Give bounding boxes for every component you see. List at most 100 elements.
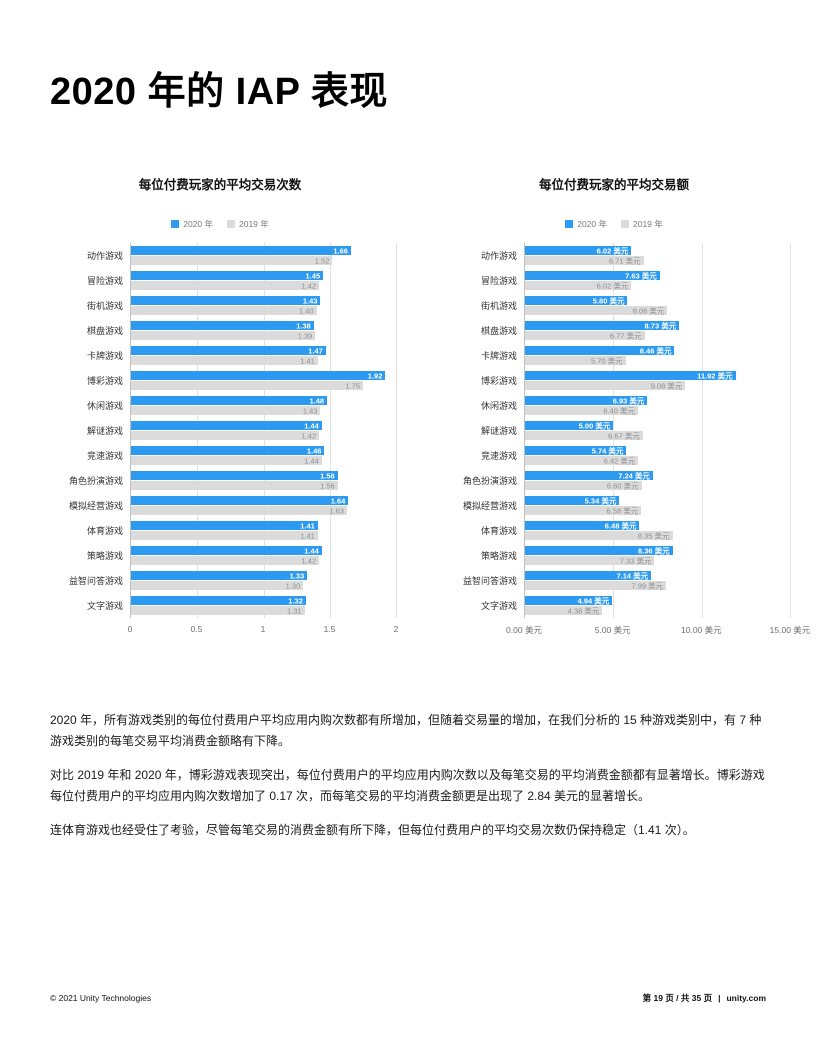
charts-section: 每位付费玩家的平均交易次数 2020 年 2019 年 动作游戏 冒险游戏 街机游戏棋… <box>44 174 810 640</box>
bar-2020: 5.34 美元 <box>525 495 620 505</box>
legend-label: 2020 年 <box>577 219 607 229</box>
bar-value-label: 1.44 <box>304 545 319 555</box>
category-label: 模拟经营游戏 <box>68 501 123 511</box>
bar-value-label: 1.48 <box>309 395 325 405</box>
bar-2020: 1.41 <box>131 521 318 530</box>
bar-value-label: 1.42 <box>301 280 317 290</box>
bar-value-label: 8.46 美元 <box>639 345 672 355</box>
bar-2020: 6.93 美元 <box>525 396 648 405</box>
category-label: 解谜游戏 <box>86 426 123 436</box>
bar-value-label: 1.39 <box>297 330 313 340</box>
bar-value-label: 1.46 <box>306 445 322 455</box>
category-label: 策略游戏 <box>86 551 123 561</box>
bar-2019: 6.77 美元 <box>525 331 645 340</box>
bar-2019: 8.06 美元 <box>525 306 668 315</box>
axis-tick-label: 10.00 美元 <box>681 625 722 635</box>
bar-2020: 4.94 美元 <box>525 596 613 605</box>
bar-group: 8.73 美元 6.77 美元 <box>525 318 790 343</box>
bar-value-label: 1.33 <box>289 570 305 580</box>
bar-2020: 1.44 <box>131 421 322 430</box>
bar-group: 5.00 美元 6.67 美元 <box>525 418 790 443</box>
legend-item: 2019 年 <box>621 218 663 230</box>
legend-label: 2019 年 <box>239 219 269 229</box>
legend-swatch <box>171 220 180 228</box>
bar-2019: 1.41 <box>131 356 318 365</box>
bar-2020: 7.24 美元 <box>525 471 653 480</box>
bar-group: 8.46 美元 5.70 美元 <box>525 343 790 368</box>
bar-2019: 1.44 <box>131 456 322 465</box>
bar-2019: 1.31 <box>131 606 305 615</box>
chart-plot: 动作游戏 冒险游戏 街机游戏 棋盘游戏 卡牌游戏 博彩游戏 休闲游戏 解谜游戏 竞速游戏 角色扮演… <box>438 243 791 618</box>
category-label: 竞速游戏 <box>86 451 123 461</box>
bar-value-label: 4.38 美元 <box>567 605 600 615</box>
bar-group: 8.36 美元 7.33 美元 <box>525 543 790 568</box>
axis-tick-label: 0 <box>127 624 133 634</box>
legend-item: 2020 年 <box>565 218 607 230</box>
bar-2019: 1.56 <box>131 481 338 490</box>
category-axis: 动作游戏 冒险游戏 街机游戏 棋盘游戏 卡牌游戏 博彩游戏 休闲游戏 解谜游戏 竞速游戏 角色扮演… <box>438 243 524 618</box>
bar-2020: 8.73 美元 <box>525 321 680 330</box>
bar-group: 1.44 1.42 <box>131 543 396 568</box>
bar-group: 5.34 美元 6.58 美元 <box>525 493 790 518</box>
bar-value-label: 1.42 <box>301 555 317 565</box>
bar-value-label: 1.41 <box>300 355 315 365</box>
legend-swatch <box>621 220 629 228</box>
bar-group: 1.43 1.40 <box>131 293 396 318</box>
bar-2020: 1.66 <box>131 246 351 255</box>
bar-value-label: 1.31 <box>286 605 302 615</box>
category-label: 解谜游戏 <box>480 426 517 436</box>
category-label: 街机游戏 <box>86 301 123 311</box>
category-axis: 动作游戏 冒险游戏 街机游戏 棋盘游戏 卡牌游戏 博彩游戏 休闲游戏 解谜游戏 竞速游戏 角色扮演… <box>44 243 130 618</box>
bar-2019: 7.99 美元 <box>525 581 667 590</box>
bar-2020: 5.80 美元 <box>525 296 628 305</box>
bar-value-label: 8.35 美元 <box>637 530 670 540</box>
footer-separator: | <box>718 993 721 1003</box>
bar-2019: 6.58 美元 <box>525 506 642 515</box>
category-label: 文字游戏 <box>480 601 517 611</box>
category-label: 棋盘游戏 <box>480 326 517 336</box>
bar-value-label: 1.40 <box>298 305 314 315</box>
bar-group: 1.46 1.44 <box>131 443 396 468</box>
bar-group: 6.93 美元 6.40 美元 <box>525 393 790 418</box>
bar-2020: 7.63 美元 <box>525 271 660 280</box>
bar-value-label: 6.77 美元 <box>609 330 642 340</box>
category-label: 卡牌游戏 <box>480 351 517 361</box>
bar-group: 11.92 美元 9.08 美元 <box>525 368 790 393</box>
paragraph: 连体育游戏也经受住了考验，尽管每笔交易的消费金额有所下降，但每位付费用户的平均交… <box>50 823 695 837</box>
category-label: 冒险游戏 <box>86 276 123 286</box>
bar-2020: 1.33 <box>131 570 308 580</box>
category-label: 动作游戏 <box>86 251 123 261</box>
bar-value-label: 1.41 <box>300 530 315 540</box>
bar-value-label: 6.60 美元 <box>606 480 639 490</box>
page-info: 第 19 页 / 共 35 页 | unity.com <box>643 992 766 1004</box>
paragraph: 对比 2019 年和 2020 年，博彩游戏表现突出，每位付费用户的平均应用内购… <box>50 768 765 803</box>
bar-2020: 1.56 <box>131 471 338 480</box>
bar-group: 1.45 1.42 <box>131 268 396 293</box>
category-label: 冒险游戏 <box>480 276 517 286</box>
bar-value-label: 1.41 <box>300 520 315 530</box>
bar-value-label: 5.34 美元 <box>584 495 617 505</box>
bar-2019: 6.02 美元 <box>525 281 632 290</box>
axis-tick-label: 2 <box>393 624 399 634</box>
bar-2020: 7.14 美元 <box>525 571 652 580</box>
bar-value-label: 1.42 <box>301 430 317 440</box>
bar-value-label: 1.44 <box>304 455 319 465</box>
unity-link[interactable]: unity.com <box>726 993 766 1003</box>
legend-item: 2020 年 <box>171 218 213 230</box>
bar-2020: 11.92 美元 <box>525 371 736 380</box>
bars-area: 1.66 1.52 1.45 1.42 1.43 1.40 1.38 1.39 1.47 1.41… <box>130 243 397 618</box>
bar-2019: 8.35 美元 <box>525 531 673 540</box>
category-label: 益智问答游戏 <box>68 576 123 586</box>
legend-item: 2019 年 <box>227 218 269 230</box>
bar-2019: 1.42 <box>131 280 320 290</box>
legend-label: 2020 年 <box>183 219 213 229</box>
bar-group: 1.41 1.41 <box>131 518 396 543</box>
bar-2019: 1.43 <box>131 406 321 415</box>
axis-tick-label: 1.5 <box>323 624 336 634</box>
bar-value-label: 5.70 美元 <box>591 355 623 365</box>
bar-group: 6.48 美元 8.35 美元 <box>525 518 790 543</box>
bar-2020: 1.38 <box>131 321 314 330</box>
bar-2019: 6.67 美元 <box>525 431 643 440</box>
bar-2020: 1.47 <box>131 346 326 355</box>
bar-value-label: 6.67 美元 <box>608 430 640 440</box>
